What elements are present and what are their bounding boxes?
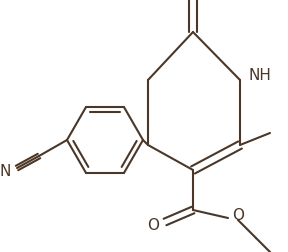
Text: O: O [232,208,244,224]
Text: N: N [0,164,11,178]
Text: O: O [147,218,159,234]
Text: NH: NH [248,68,271,82]
